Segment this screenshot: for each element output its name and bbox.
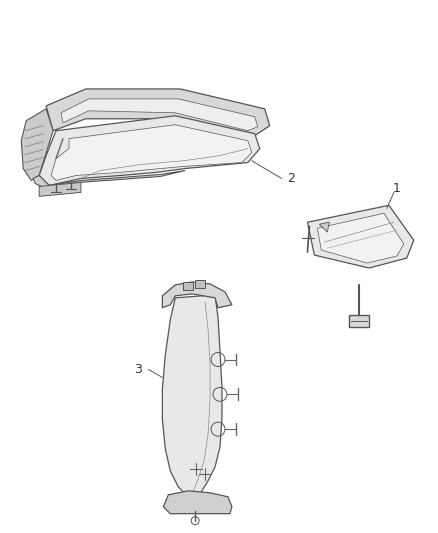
Text: 3: 3 [134, 363, 142, 376]
Polygon shape [33, 171, 185, 188]
Polygon shape [319, 222, 329, 232]
Polygon shape [39, 182, 81, 196]
Polygon shape [61, 99, 258, 131]
Polygon shape [318, 213, 404, 263]
Polygon shape [307, 205, 414, 268]
Polygon shape [349, 315, 369, 327]
Polygon shape [46, 89, 270, 136]
Polygon shape [183, 282, 193, 290]
Polygon shape [21, 109, 53, 181]
Text: 2: 2 [288, 172, 296, 185]
Polygon shape [195, 280, 205, 288]
Polygon shape [162, 295, 222, 497]
Polygon shape [163, 491, 232, 514]
Polygon shape [51, 125, 252, 181]
Polygon shape [39, 116, 260, 185]
Text: 1: 1 [393, 182, 401, 195]
Polygon shape [162, 282, 232, 308]
